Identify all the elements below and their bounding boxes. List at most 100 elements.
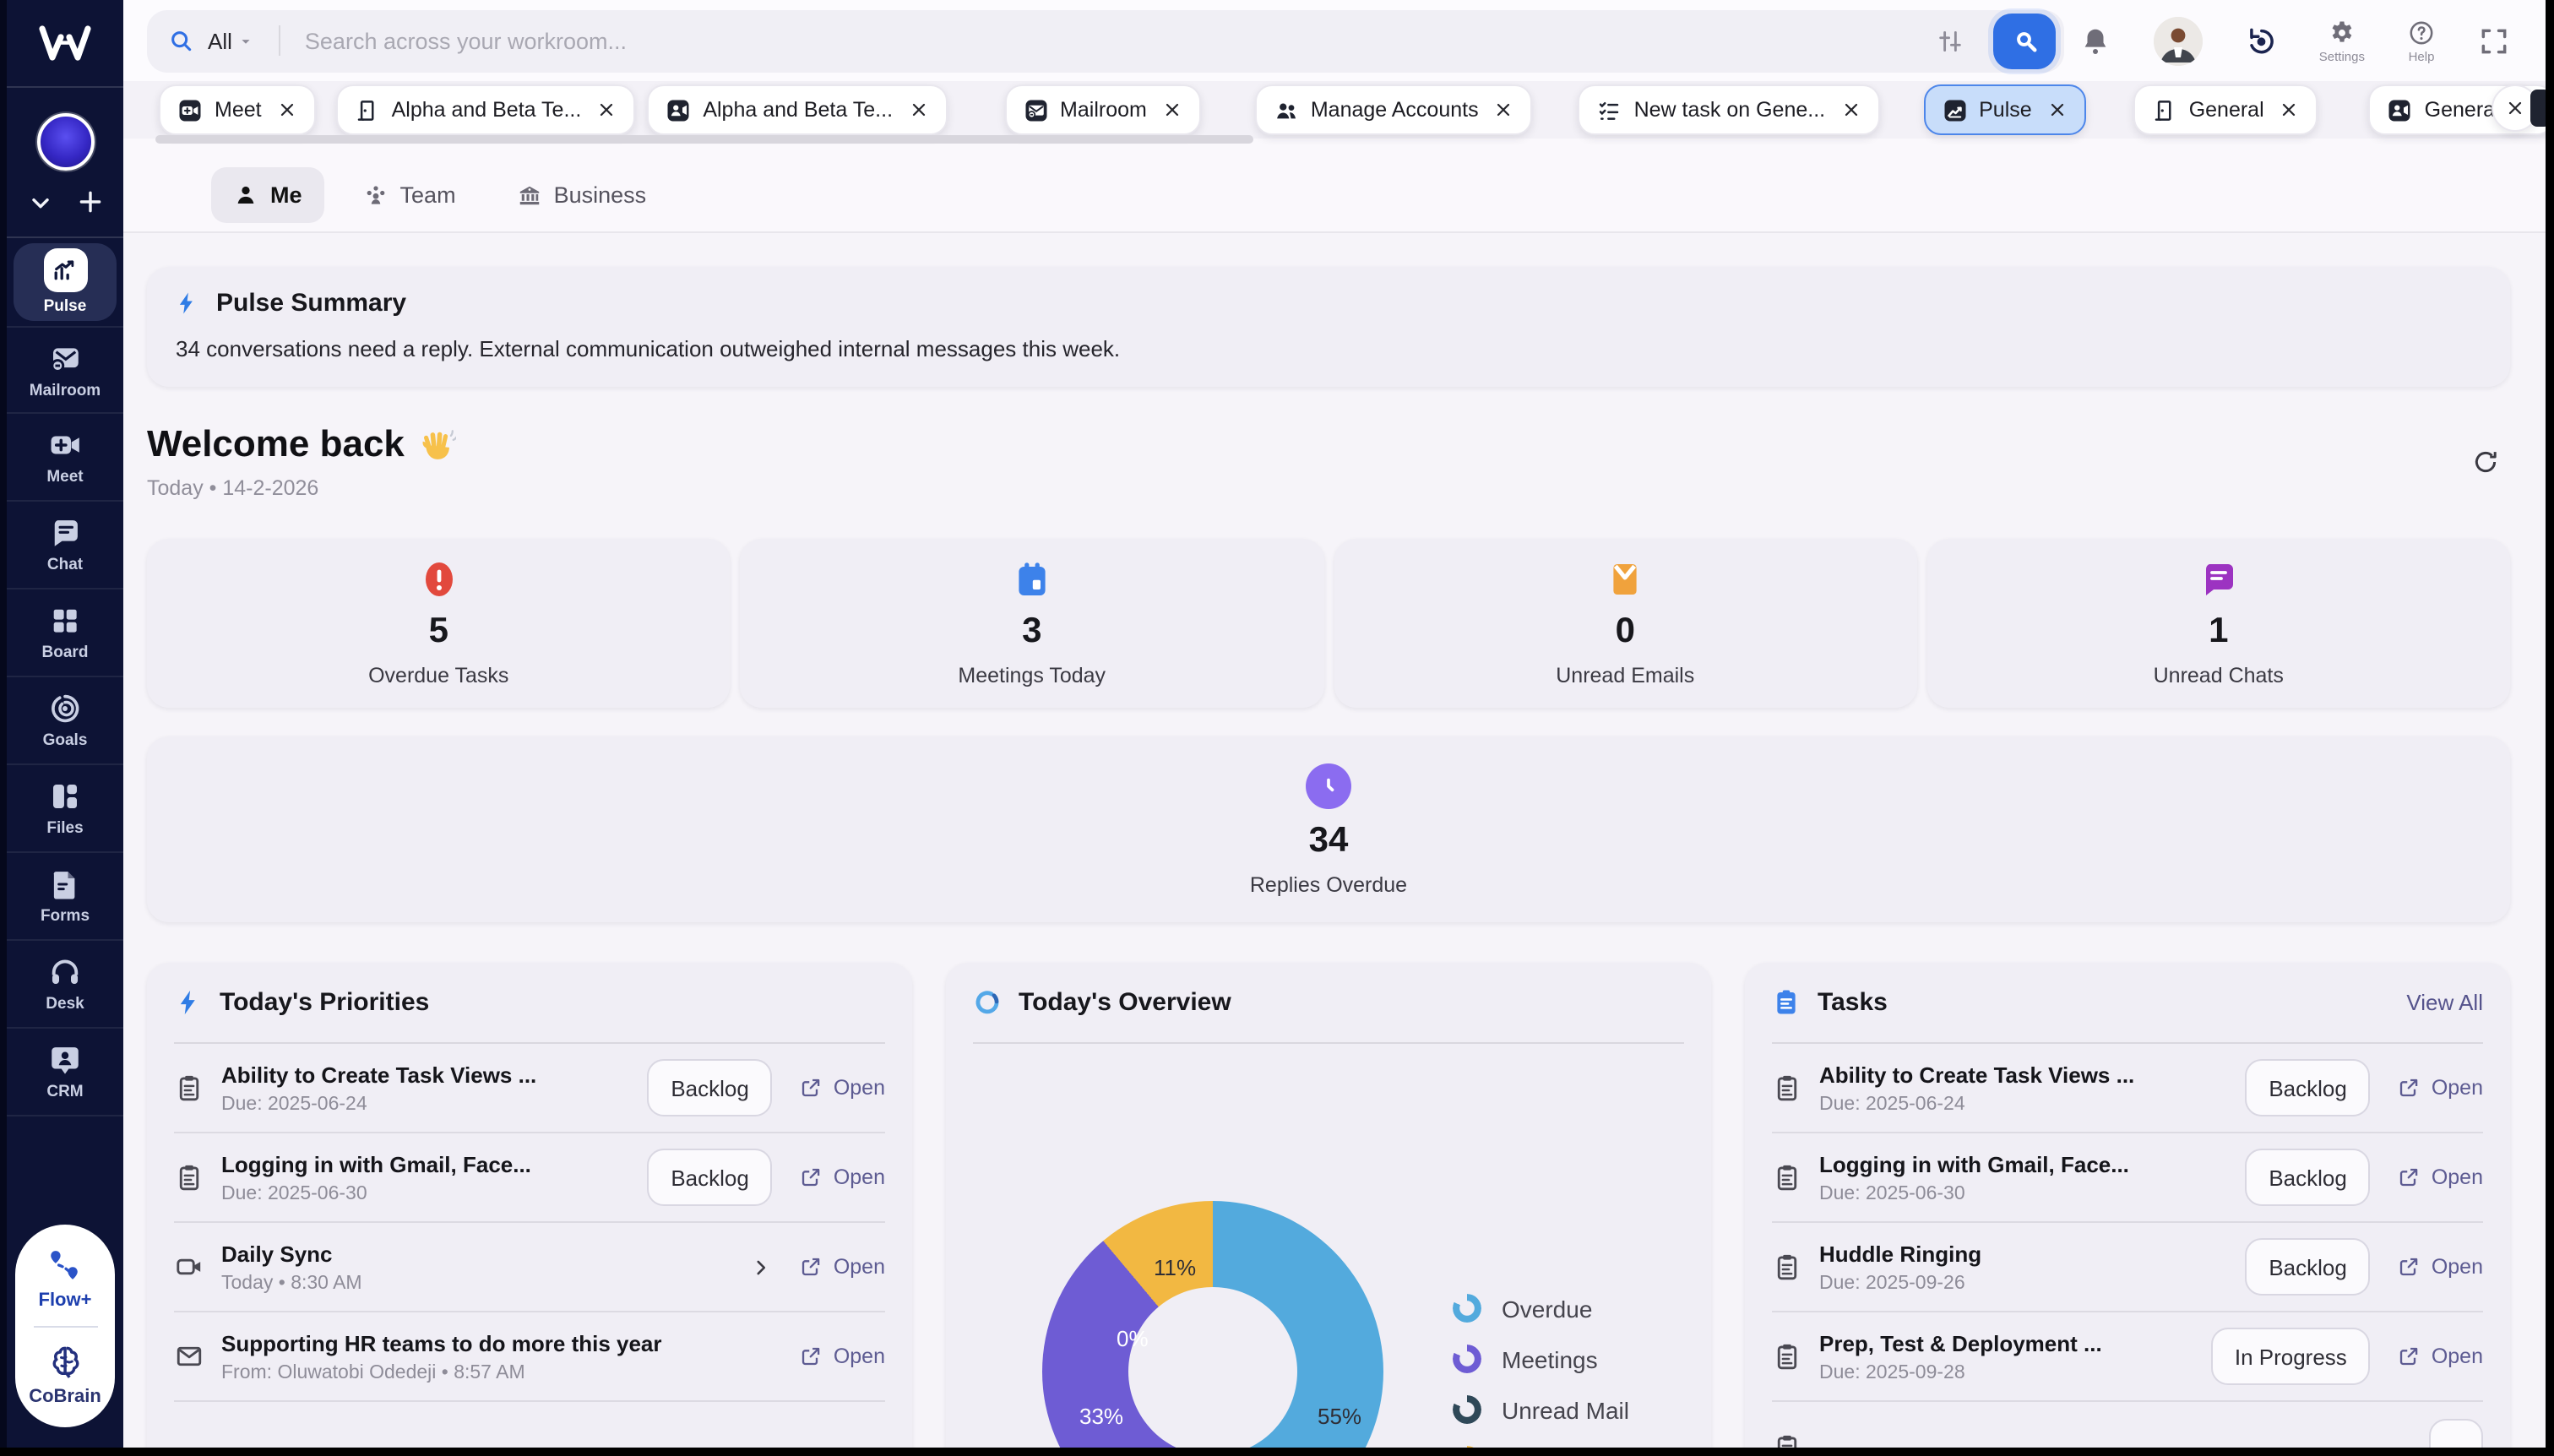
status-badge-button[interactable]: In Progress xyxy=(2211,1328,2371,1385)
sidebar-item-goals[interactable]: Goals xyxy=(7,677,123,765)
history-restore-icon[interactable] xyxy=(2245,24,2277,57)
tab-close-icon[interactable] xyxy=(1840,100,1861,120)
external-link-icon xyxy=(2398,1345,2421,1368)
external-link-icon xyxy=(800,1345,823,1368)
tab-pulse[interactable]: Pulse xyxy=(1923,84,2086,135)
welcome-section: Welcome back Today • 14-2-2026 xyxy=(147,422,2510,500)
person-icon xyxy=(233,182,258,208)
goals-icon xyxy=(47,691,83,726)
sidebar-item-board[interactable]: Board xyxy=(7,589,123,677)
user-avatar[interactable] xyxy=(2154,16,2203,65)
slice-label: 55% xyxy=(1318,1404,1361,1429)
search-scope-dropdown[interactable]: All xyxy=(208,28,256,53)
tab-close-icon[interactable] xyxy=(2047,100,2068,120)
tab-close-icon[interactable] xyxy=(596,100,617,120)
workspace-switcher-chevron-icon[interactable] xyxy=(26,188,53,215)
legend-color-icon xyxy=(1453,1395,1481,1424)
sidebar-footer-flow[interactable]: Flow+ xyxy=(39,1247,92,1311)
bank-icon xyxy=(517,182,542,208)
view-tab-business[interactable]: Business xyxy=(495,167,669,223)
open-link[interactable]: Open xyxy=(800,1076,885,1100)
global-search-bar[interactable]: All xyxy=(147,9,2064,72)
replies-overdue-card: 34 Replies Overdue xyxy=(147,736,2510,922)
tab-close-icon[interactable] xyxy=(277,100,297,120)
screen-edge xyxy=(2546,0,2554,1456)
open-link[interactable]: Open xyxy=(800,1345,885,1368)
tab-meet[interactable]: Meet xyxy=(159,84,316,135)
sidebar-item-chat[interactable]: Chat xyxy=(7,502,123,589)
chart-legend: OverdueMeetingsUnread MailUnread Chats xyxy=(1453,1294,1648,1456)
refresh-icon[interactable] xyxy=(2471,448,2500,476)
stat-card-unread-emails[interactable]: 0Unread Emails xyxy=(1334,539,1917,708)
app-window: PulseMailroomMeetChatBoardGoalsFilesForm… xyxy=(0,0,2554,1456)
list-item: Huddle RingingDue: 2025-09-26BacklogOpen xyxy=(1772,1223,2483,1312)
status-badge-button[interactable]: Backlog xyxy=(647,1149,773,1206)
app-logo[interactable] xyxy=(7,0,123,88)
sidebar-item-meet[interactable]: Meet xyxy=(7,414,123,502)
sidebar-item-mailroom[interactable]: Mailroom xyxy=(7,326,123,414)
tasks-list: Ability to Create Task Views ...Due: 202… xyxy=(1772,1044,2483,1456)
tab-close-icon[interactable] xyxy=(2280,100,2300,120)
sidebar-item-desk[interactable]: Desk xyxy=(7,941,123,1029)
legend-color-icon xyxy=(1453,1294,1481,1323)
divider xyxy=(33,1326,97,1328)
fullscreen-icon[interactable] xyxy=(2478,24,2510,57)
sidebar-item-pulse[interactable]: Pulse xyxy=(14,243,117,321)
notifications-bell-icon[interactable] xyxy=(2079,24,2111,57)
view-all-link[interactable]: View All xyxy=(2406,990,2483,1015)
tab-manage-accounts[interactable]: Manage Accounts xyxy=(1255,84,1533,135)
sidebar-item-files[interactable]: Files xyxy=(7,765,123,853)
chat-icon xyxy=(47,515,83,551)
tab-close-icon[interactable] xyxy=(1162,100,1182,120)
list-item: Prep, Test & Deployment ...Due: 2025-09-… xyxy=(1772,1312,2483,1402)
chevron-right-icon[interactable] xyxy=(751,1256,773,1278)
tabdoor-icon xyxy=(355,97,380,122)
search-submit-button[interactable] xyxy=(1993,13,2056,68)
status-badge-button[interactable]: Backlog xyxy=(647,1059,773,1116)
view-tab-me[interactable]: Me xyxy=(211,167,324,223)
stat-label: Unread Chats xyxy=(2154,664,2284,687)
open-link[interactable]: Open xyxy=(2398,1255,2483,1279)
sidebar-item-label: Forms xyxy=(41,907,90,926)
open-link[interactable]: Open xyxy=(2398,1165,2483,1189)
pulse-summary-title: Pulse Summary xyxy=(216,289,406,318)
open-link[interactable]: Open xyxy=(2398,1076,2483,1100)
sidebar-footer-cobrain[interactable]: CoBrain xyxy=(29,1343,101,1407)
main-area: All xyxy=(123,0,2554,1456)
sidebar-item-label: Mailroom xyxy=(30,381,101,399)
tab-general[interactable]: General xyxy=(2133,84,2318,135)
open-link[interactable]: Open xyxy=(800,1255,885,1279)
help-button[interactable]: Help xyxy=(2407,18,2436,63)
sidebar-nav: Pulse Mailroom MeetChatBoardGoalsFiles Form… xyxy=(7,238,123,1116)
status-badge-button[interactable]: Backlog xyxy=(2245,1149,2371,1206)
chatbubble-icon xyxy=(2198,559,2239,600)
open-link[interactable]: Open xyxy=(800,1165,885,1189)
search-input[interactable] xyxy=(305,28,1922,53)
open-link[interactable]: Open xyxy=(2398,1345,2483,1368)
status-badge-button[interactable]: Backlog xyxy=(2245,1059,2371,1116)
sidebar-item-forms[interactable]: Forms xyxy=(7,853,123,941)
mailroom-icon xyxy=(47,340,83,376)
stat-card-unread-chats[interactable]: 1Unread Chats xyxy=(1927,539,2511,708)
tab-mailroom[interactable]: Mailroom xyxy=(1004,84,1201,135)
tab-overflow-partial[interactable] xyxy=(2492,84,2551,132)
status-badge-button[interactable]: Backlog xyxy=(2245,1238,2371,1296)
tab-close-icon[interactable] xyxy=(908,100,928,120)
tab-new-task-on-gene[interactable]: New task on Gene... xyxy=(1579,84,1880,135)
tab-close-icon[interactable] xyxy=(1494,100,1514,120)
stat-card-overdue-tasks[interactable]: 5Overdue Tasks xyxy=(147,539,731,708)
settings-button[interactable]: Settings xyxy=(2319,18,2365,63)
tab-alpha-and-beta-te[interactable]: Alpha and Beta Te... xyxy=(336,84,636,135)
external-link-icon xyxy=(2398,1165,2421,1189)
stat-card-meetings-today[interactable]: 3Meetings Today xyxy=(741,539,1324,708)
workspace-avatar[interactable] xyxy=(36,113,94,171)
search-filters-icon[interactable] xyxy=(1936,26,1964,55)
tabpeople-icon xyxy=(1274,97,1299,122)
sidebar-item-label: Pulse xyxy=(44,297,87,316)
tabs-scrollbar-thumb[interactable] xyxy=(155,135,1253,144)
tab-alpha-and-beta-te[interactable]: Alpha and Beta Te... xyxy=(647,84,947,135)
view-tab-team[interactable]: Team xyxy=(341,167,478,223)
add-workspace-icon[interactable] xyxy=(75,187,104,216)
sidebar-item-crm[interactable]: CRM xyxy=(7,1029,123,1116)
search-scope-value: All xyxy=(208,28,232,53)
